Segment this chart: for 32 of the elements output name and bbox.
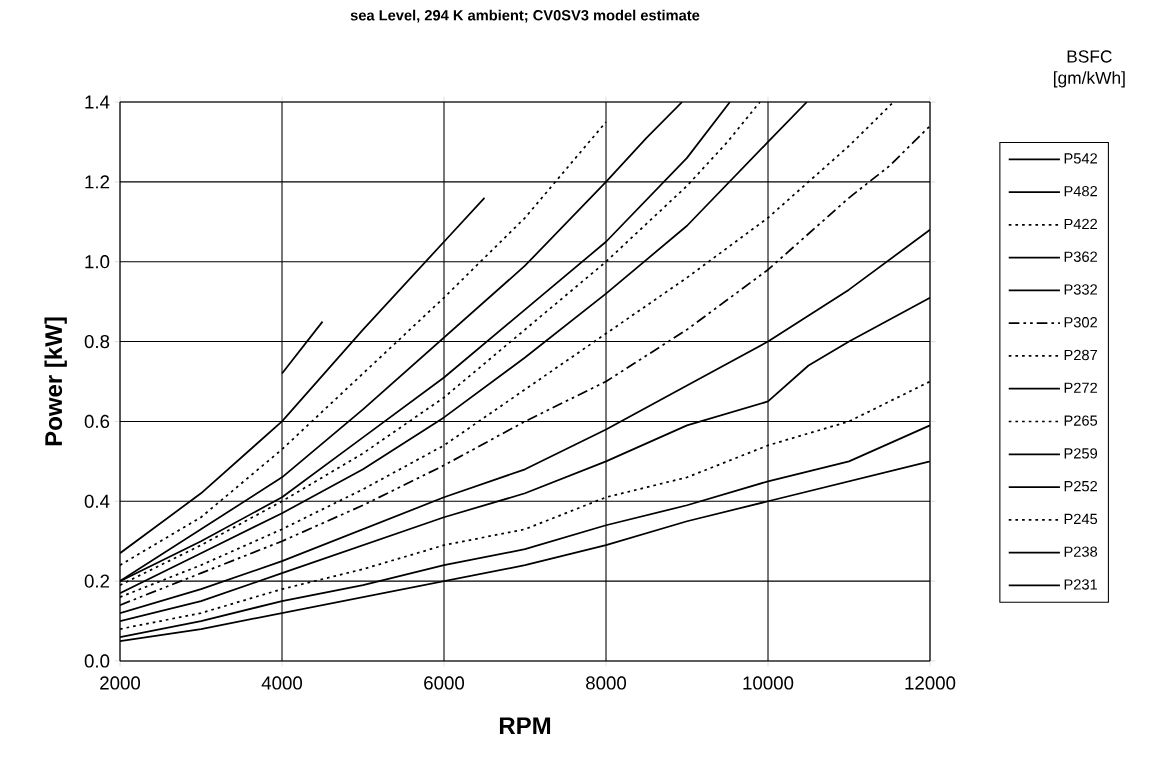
x-tick-label: 6000 <box>424 676 465 690</box>
legend-label: P332 <box>1064 284 1097 295</box>
x-tick-label: 10000 <box>743 676 794 690</box>
legend-label: P272 <box>1064 382 1097 393</box>
legend-title: BSFC [gm/kWh] <box>1053 50 1125 88</box>
legend-label: P252 <box>1064 480 1097 492</box>
y-tick-label: 1.2 <box>85 175 110 189</box>
legend-label: P302 <box>1064 317 1097 328</box>
x-tick-label: 2000 <box>100 676 141 690</box>
y-tick-label: 1.4 <box>85 95 110 109</box>
legend-label: P265 <box>1064 415 1098 426</box>
legend-label: P362 <box>1064 251 1097 262</box>
y-tick-label: 0.4 <box>84 494 110 508</box>
x-tick-label: 4000 <box>261 676 303 690</box>
chart-title: sea Level, 294 K ambient; CV0SV3 model estimate <box>350 9 700 23</box>
legend-label: P245 <box>1064 513 1098 525</box>
legend-label: P259 <box>1064 448 1098 459</box>
x-axis-title: RPM <box>499 717 551 734</box>
legend-label: P422 <box>1064 218 1097 229</box>
legend-label: P231 <box>1064 579 1098 590</box>
x-tick-label: 8000 <box>586 676 627 690</box>
legend-label: P542 <box>1064 153 1097 164</box>
legend-label: P238 <box>1064 546 1098 557</box>
y-tick-label: 0.8 <box>84 334 110 349</box>
y-tick-label: 0.6 <box>84 414 110 429</box>
y-tick-label: 1.0 <box>85 255 110 269</box>
y-tick-label: 0.2 <box>84 574 110 588</box>
y-axis-title: Power [kW] <box>44 317 67 446</box>
x-tick-label: 12000 <box>905 676 956 690</box>
y-tick-label: 0.0 <box>84 654 110 668</box>
legend-label: P287 <box>1064 349 1097 361</box>
legend-label: P482 <box>1064 185 1097 197</box>
